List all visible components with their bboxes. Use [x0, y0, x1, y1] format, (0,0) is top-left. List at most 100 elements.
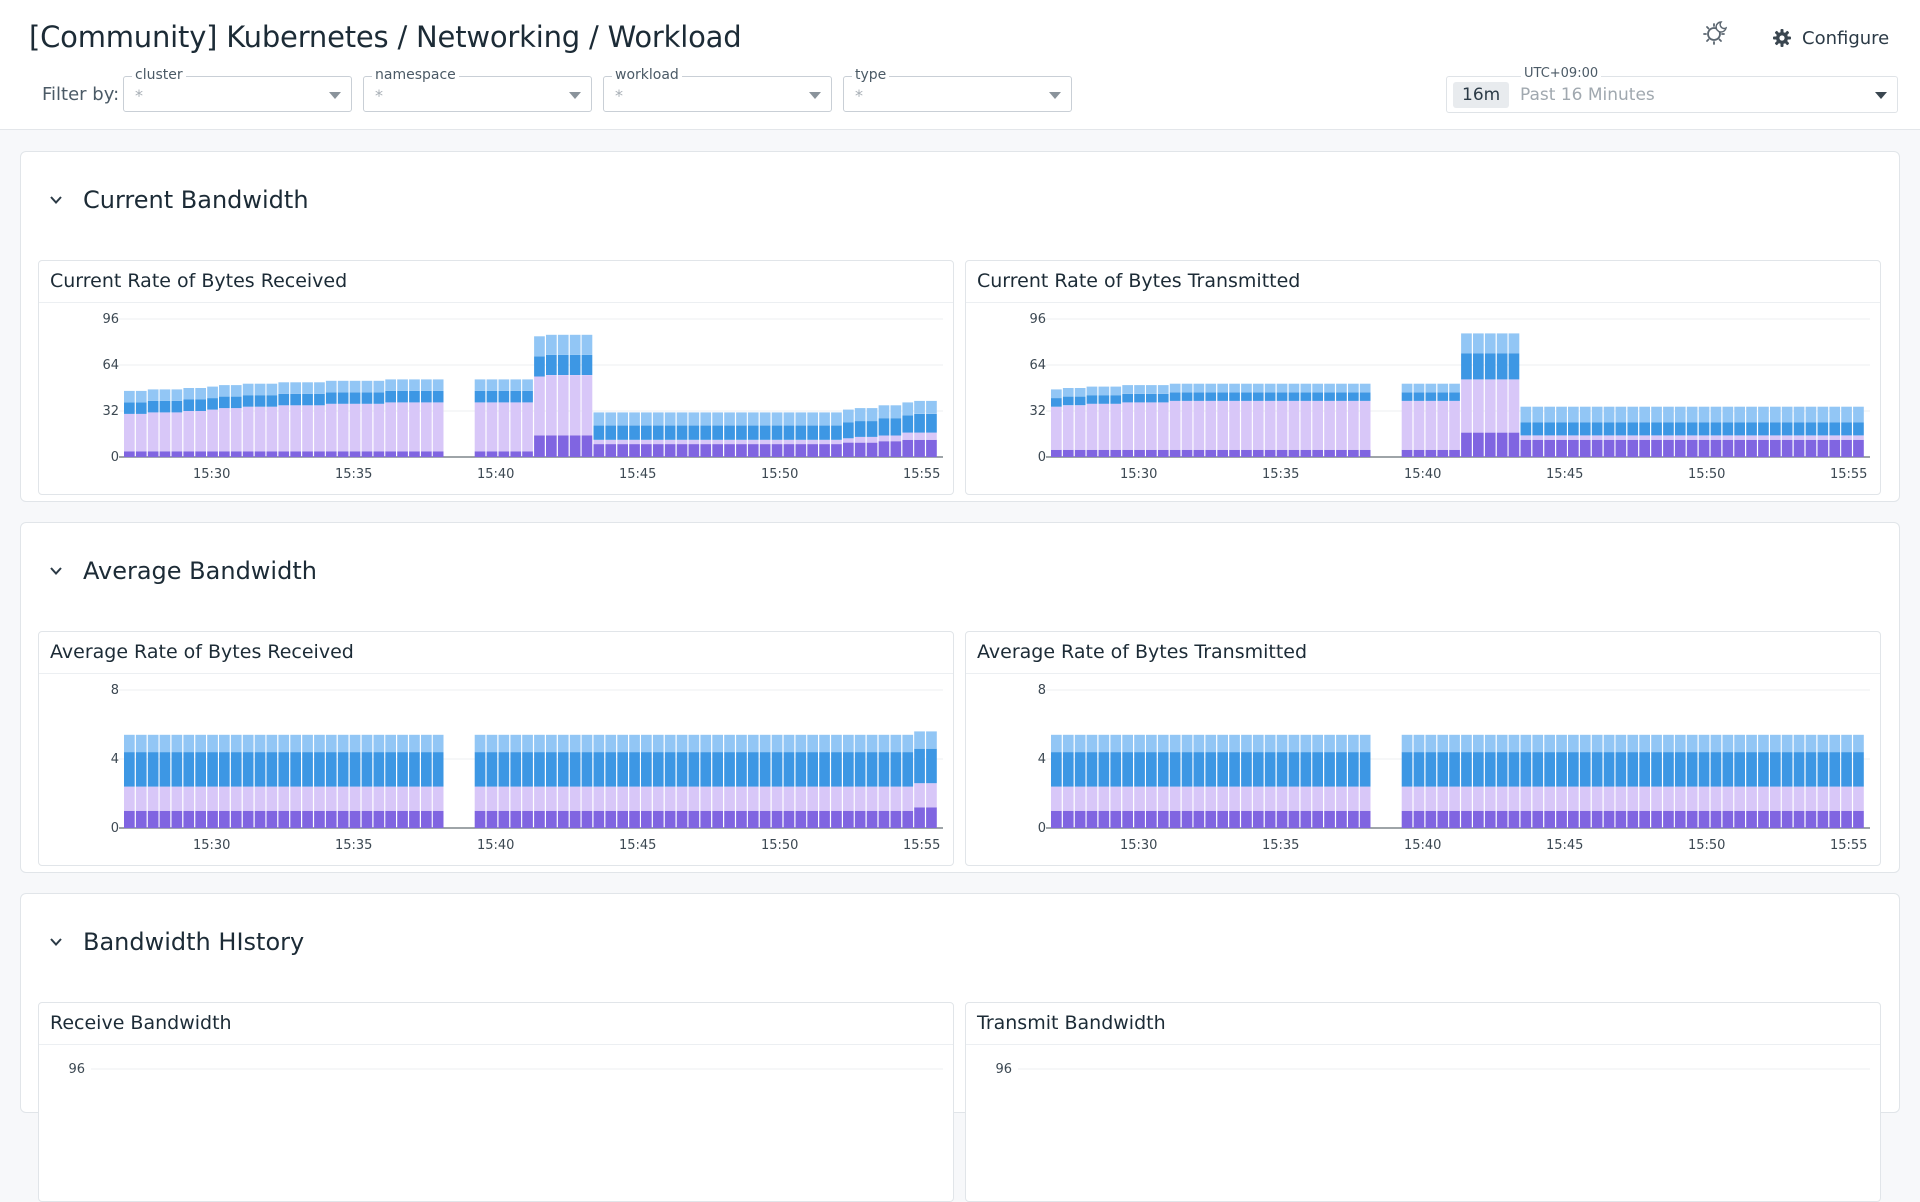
chart-bar-segment[interactable] [1086, 752, 1098, 787]
chart-bar-segment[interactable] [337, 752, 349, 787]
chart-bar-segment[interactable] [1241, 786, 1252, 811]
chart-bar-segment[interactable] [1686, 435, 1698, 440]
chart-bar-segment[interactable] [1734, 734, 1745, 753]
chart-bar-segment[interactable] [831, 412, 842, 426]
chart-bar-segment[interactable] [1805, 752, 1817, 787]
chart-bar-segment[interactable] [1556, 439, 1567, 458]
chart-bar-segment[interactable] [700, 734, 712, 753]
chart-bar-segment[interactable] [1853, 422, 1864, 436]
chart-bar-segment[interactable] [1651, 435, 1662, 440]
chart-bar-segment[interactable] [171, 734, 183, 753]
chart-bar-segment[interactable] [349, 810, 361, 829]
chart-bar-segment[interactable] [373, 380, 385, 393]
chart-bar-segment[interactable] [498, 390, 510, 403]
chart-bar-segment[interactable] [1312, 752, 1323, 787]
chart-bar-segment[interactable] [1473, 379, 1484, 433]
chart-bar-segment[interactable] [290, 405, 301, 452]
chart-bar-segment[interactable] [1229, 810, 1240, 829]
workload-filter[interactable]: workload * [603, 67, 832, 112]
chart-bar-segment[interactable] [1181, 752, 1193, 787]
chart-bar-segment[interactable] [736, 439, 747, 445]
chart-bar-segment[interactable] [1746, 810, 1757, 829]
chart-bar-segment[interactable] [1544, 786, 1555, 811]
chart-bar-segment[interactable] [1663, 734, 1674, 753]
chart-bar-segment[interactable] [1579, 810, 1591, 829]
chart-bar-segment[interactable] [1484, 333, 1496, 354]
chart-bar-segment[interactable] [1853, 734, 1864, 753]
chart-bar-segment[interactable] [1051, 810, 1062, 829]
chart-bar-segment[interactable] [1074, 810, 1086, 829]
chart-bar-segment[interactable] [183, 752, 195, 787]
chart-bar-segment[interactable] [290, 810, 301, 829]
chart-bar-segment[interactable] [854, 752, 866, 787]
chart-bar-segment[interactable] [1276, 752, 1288, 787]
chart-bar-segment[interactable] [866, 442, 878, 457]
chart-bar-segment[interactable] [1674, 734, 1686, 753]
chart-bar-segment[interactable] [1568, 422, 1579, 436]
chart-bar-segment[interactable] [1359, 786, 1371, 811]
chart-bar-segment[interactable] [421, 402, 432, 452]
chart-bar-segment[interactable] [1449, 786, 1460, 811]
chart-bar-segment[interactable] [219, 734, 230, 753]
chart-bar-segment[interactable] [1615, 734, 1627, 753]
chart-bar-segment[interactable] [183, 734, 195, 753]
chart-bar-segment[interactable] [652, 734, 664, 753]
chart-bar-segment[interactable] [605, 439, 617, 445]
chart-bar-segment[interactable] [1722, 786, 1734, 811]
chart-bar-segment[interactable] [712, 439, 723, 445]
chart-bar-segment[interactable] [195, 810, 206, 829]
chart-bar-segment[interactable] [302, 810, 313, 829]
chart-bar-segment[interactable] [1051, 389, 1062, 398]
chart-bar-segment[interactable] [926, 413, 937, 433]
chart-bar-segment[interactable] [486, 752, 498, 787]
chart-bar-segment[interactable] [1484, 734, 1496, 753]
chart-bar-segment[interactable] [195, 388, 206, 400]
chart-bar-segment[interactable] [278, 382, 290, 394]
chart-bar-segment[interactable] [902, 752, 914, 787]
chart-bar-segment[interactable] [1508, 333, 1520, 354]
chart-bar-segment[interactable] [1157, 393, 1169, 403]
chart-bar-segment[interactable] [171, 400, 183, 413]
chart-bar-segment[interactable] [747, 444, 759, 457]
chart-bar-segment[interactable] [1627, 422, 1639, 436]
chart-bar-segment[interactable] [397, 810, 408, 829]
chart-bar-segment[interactable] [1413, 786, 1425, 811]
chart-bar-segment[interactable] [902, 734, 914, 753]
chart-bar-segment[interactable] [195, 399, 206, 412]
chart-bar-segment[interactable] [1181, 400, 1193, 450]
chart-bar-segment[interactable] [641, 752, 652, 787]
chart-bar-segment[interactable] [1122, 786, 1133, 811]
chart-bar-segment[interactable] [207, 386, 218, 399]
chart-bar-segment[interactable] [1146, 393, 1157, 403]
chart-bar-segment[interactable] [1205, 400, 1217, 450]
chart-bar-segment[interactable] [534, 786, 545, 811]
chart-bar-segment[interactable] [676, 439, 688, 445]
chart-bar-segment[interactable] [1413, 383, 1425, 393]
chart-bar-segment[interactable] [676, 752, 688, 787]
chart-bar-segment[interactable] [629, 439, 640, 445]
chart-bar-segment[interactable] [1793, 406, 1805, 423]
chart-bar-segment[interactable] [1532, 406, 1544, 423]
chart-bar-segment[interactable] [581, 810, 593, 829]
chart-bar-segment[interactable] [183, 810, 195, 829]
chart-bar-segment[interactable] [1146, 810, 1157, 829]
chart-bar-segment[interactable] [432, 810, 444, 829]
chart-bar-segment[interactable] [759, 786, 771, 811]
chart-bar-segment[interactable] [1229, 400, 1240, 450]
chart-bar-segment[interactable] [385, 390, 396, 403]
chart-bar-segment[interactable] [1122, 752, 1133, 787]
chart-bar-segment[interactable] [1241, 400, 1252, 450]
chart-bar-segment[interactable] [230, 752, 242, 787]
chart-bar-segment[interactable] [1241, 449, 1252, 457]
chart-bar-segment[interactable] [147, 412, 159, 452]
chart-bar-segment[interactable] [1324, 400, 1335, 450]
chart-bar-segment[interactable] [397, 390, 408, 403]
chart-bar-segment[interactable] [1181, 734, 1193, 753]
chart-bar-segment[interactable] [1829, 439, 1841, 458]
chart-bar-segment[interactable] [1627, 752, 1639, 787]
chart-bar-segment[interactable] [1734, 435, 1745, 440]
chart-bar-segment[interactable] [1134, 786, 1145, 811]
chart-bar-segment[interactable] [1698, 406, 1710, 423]
chart-bar-segment[interactable] [724, 810, 735, 829]
chart-bar-segment[interactable] [510, 786, 522, 811]
